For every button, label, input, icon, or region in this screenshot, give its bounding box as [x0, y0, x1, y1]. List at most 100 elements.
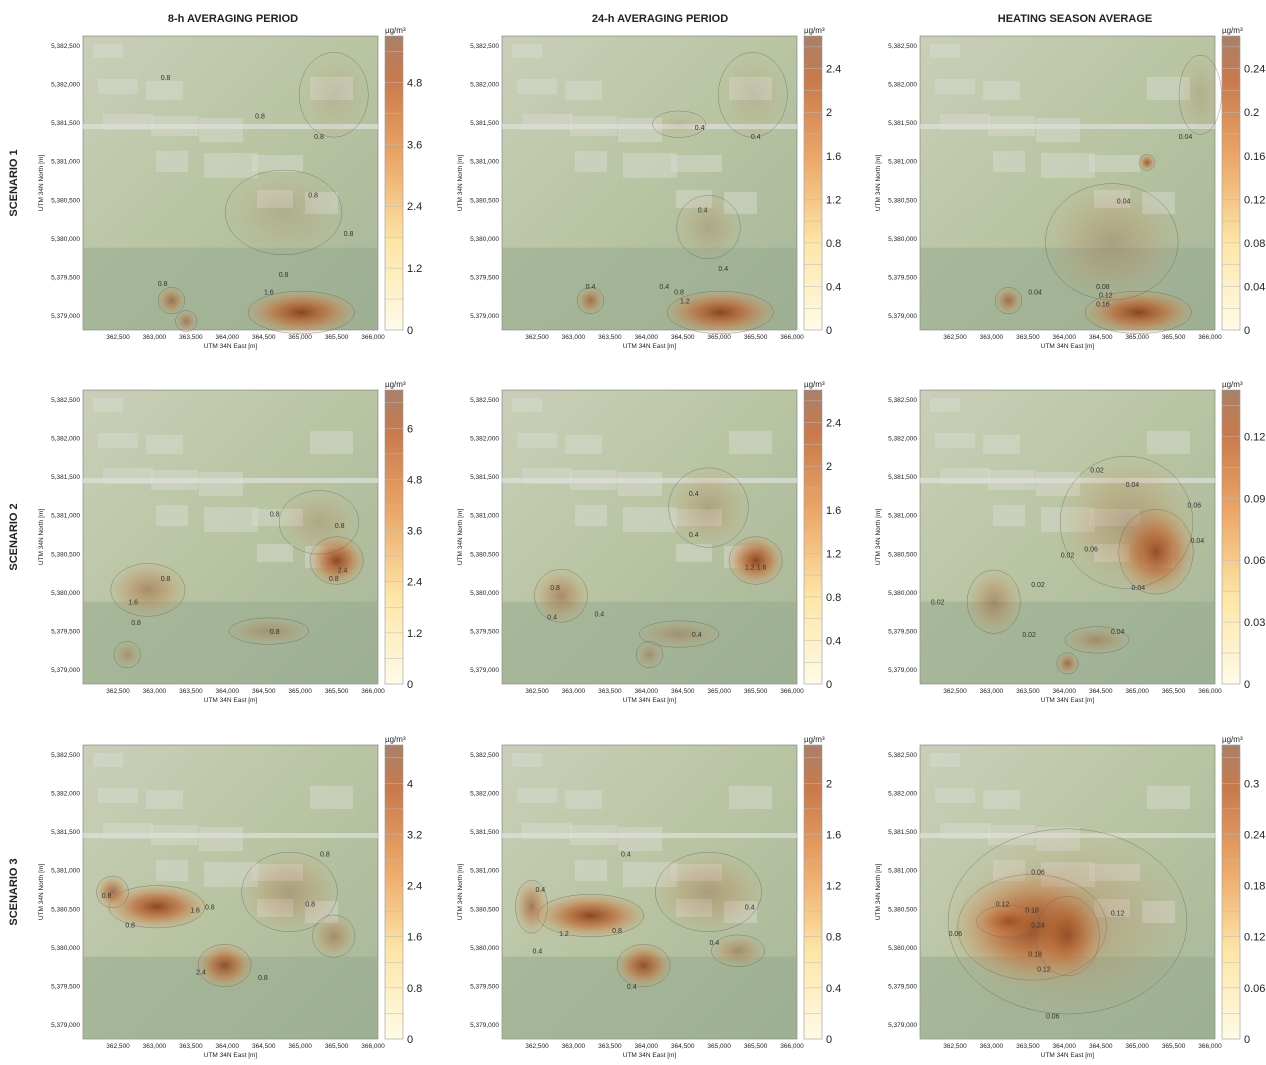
- contour-label: 0.18: [1028, 952, 1042, 959]
- contour-label: 0.04: [1131, 585, 1145, 592]
- map-feature: [512, 44, 542, 58]
- x-tick-label: 363,000: [143, 334, 167, 341]
- colorbar-unit: µg/m³: [804, 26, 825, 35]
- contour-line: [157, 287, 186, 315]
- plume: [295, 47, 373, 142]
- x-tick-label: 365,000: [288, 1043, 312, 1050]
- contour-line: [668, 467, 749, 548]
- contour-label: 0.04: [1190, 538, 1204, 545]
- plume: [726, 534, 786, 587]
- colorbar-unit: µg/m³: [1222, 380, 1243, 389]
- column-title: 8-h AVERAGING PERIOD: [168, 13, 298, 25]
- y-axis-label: UTM 34N North [m]: [875, 155, 882, 212]
- y-axis-label: UTM 34N North [m]: [38, 864, 45, 921]
- map-feature: [671, 155, 722, 172]
- x-tick-label: 364,000: [1053, 1043, 1077, 1050]
- contour-line: [113, 641, 141, 669]
- y-tick-label: 5,380,000: [470, 590, 499, 597]
- map-feature: [983, 81, 1020, 100]
- y-tick-label: 5,379,500: [51, 628, 80, 635]
- contour-label: 1.6: [757, 564, 767, 571]
- contour-line: [616, 944, 671, 987]
- contour-label: 0.04: [1117, 199, 1131, 206]
- y-tick-label: 5,380,500: [51, 551, 80, 558]
- map-feature: [575, 505, 607, 526]
- contour-line: [241, 852, 338, 932]
- contour-label: 0.4: [586, 284, 596, 291]
- y-tick-label: 5,379,500: [51, 274, 80, 281]
- contour-line: [312, 914, 356, 958]
- contour-label: 0.8: [305, 902, 315, 909]
- map-feature: [618, 827, 662, 851]
- contour-label: 1.6: [128, 600, 138, 607]
- x-tick-label: 362,500: [106, 688, 130, 695]
- map-feature: [993, 151, 1025, 172]
- y-tick-label: 5,380,000: [470, 236, 499, 243]
- map-panel: 0.4 0.4 0.4 0.4 0.8 0.4 1.2 1.6: [501, 389, 798, 685]
- colorbar-tick-label: 0: [407, 325, 413, 337]
- colorbar-tick-label: 0: [407, 1034, 413, 1046]
- x-axis-label: UTM 34N East [m]: [623, 343, 677, 350]
- contour-line: [676, 195, 741, 260]
- contour-label: 0.8: [255, 113, 265, 120]
- map-feature: [729, 786, 772, 809]
- colorbar-tick-label: 0.04: [1244, 281, 1265, 293]
- y-tick-label: 5,380,000: [470, 945, 499, 952]
- y-tick-label: 5,379,500: [470, 628, 499, 635]
- x-tick-label: 365,500: [744, 334, 768, 341]
- plume: [236, 847, 343, 937]
- map-feature: [729, 431, 772, 454]
- x-tick-label: 365,500: [325, 334, 349, 341]
- x-tick-label: 366,000: [1198, 688, 1222, 695]
- contour-label: 0.02: [1031, 582, 1045, 589]
- x-tick-label: 366,000: [1198, 334, 1222, 341]
- plume: [673, 191, 744, 263]
- contour-line: [197, 944, 252, 987]
- contour-line: [1178, 54, 1222, 135]
- plume: [614, 941, 674, 990]
- colorbar-unit: µg/m³: [1222, 26, 1243, 35]
- y-tick-label: 5,380,000: [888, 236, 917, 243]
- map-feature: [565, 790, 602, 809]
- colorbar: [803, 744, 823, 1040]
- plume: [1052, 448, 1201, 596]
- colorbar: [1221, 744, 1241, 1040]
- contour-label: 0.4: [745, 905, 755, 912]
- x-tick-label: 365,500: [744, 688, 768, 695]
- map-feature: [512, 753, 542, 767]
- plume: [1038, 177, 1186, 307]
- y-tick-label: 5,379,000: [51, 667, 80, 674]
- contour-label: 0.8: [612, 928, 622, 935]
- colorbar-tick-label: 0.2: [1244, 107, 1259, 119]
- contour-label: 0.4: [689, 491, 699, 498]
- colorbar-tick-label: 0.06: [1244, 983, 1265, 995]
- plume: [1055, 651, 1080, 676]
- map-panel: 0.4 0.4 0.4 0.4 0.4 0.4 0.8 1.2: [501, 35, 798, 336]
- y-tick-label: 5,379,500: [888, 983, 917, 990]
- plume: [195, 941, 255, 990]
- x-tick-label: 363,500: [179, 1043, 203, 1050]
- colorbar-tick-label: 0.06: [1244, 555, 1265, 567]
- x-tick-label: 365,500: [325, 1043, 349, 1050]
- map-feature: [98, 79, 138, 94]
- plume: [310, 912, 358, 960]
- contour-label: 0.4: [627, 984, 637, 991]
- map-feature: [146, 790, 183, 809]
- y-tick-label: 5,380,500: [888, 197, 917, 204]
- y-tick-label: 5,382,000: [888, 436, 917, 443]
- map-feature: [983, 790, 1020, 809]
- colorbar: [1221, 389, 1241, 685]
- y-tick-label: 5,381,500: [888, 474, 917, 481]
- x-tick-label: 363,000: [562, 334, 586, 341]
- contour-label: 0.18: [1025, 908, 1039, 915]
- contour-label: 0.4: [535, 887, 545, 894]
- road: [502, 478, 797, 483]
- y-tick-label: 5,381,500: [888, 829, 917, 836]
- map-feature: [199, 827, 243, 851]
- colorbar-tick-label: 0.24: [1244, 829, 1265, 841]
- map-feature: [623, 153, 677, 178]
- y-tick-label: 5,382,500: [888, 397, 917, 404]
- x-tick-label: 363,500: [179, 688, 203, 695]
- colorbar-tick-label: 1.6: [407, 932, 422, 944]
- map-panel: 0.8 0.8 0.8 0.8 0.8 0.8 0.8 1.6: [82, 35, 379, 336]
